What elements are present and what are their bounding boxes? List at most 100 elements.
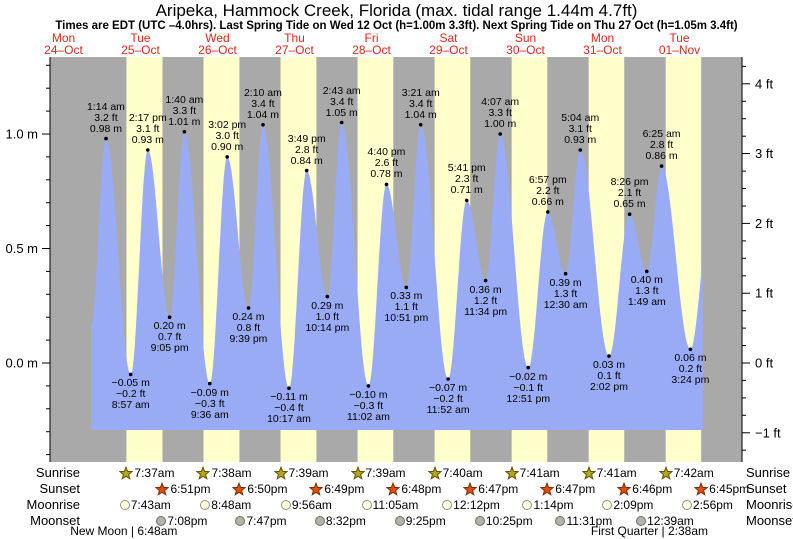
moonrise-entry: 9:56am <box>280 498 332 512</box>
moonset-entry: 7:47pm <box>235 514 287 528</box>
sunrise-icon <box>581 466 596 480</box>
moonset-entry-time: 7:08pm <box>167 514 208 528</box>
moonset-icon <box>474 516 485 526</box>
tide-curve <box>91 122 703 430</box>
sunrise-entry: 7:37am <box>119 466 174 480</box>
tide-extreme-dot <box>384 182 389 187</box>
tide-annotation-low: 0.24 m 0.8 ft 9:39 pm <box>229 311 268 346</box>
right-axis-label: 4 ft <box>755 76 773 91</box>
right-axis-label: 1 ft <box>755 286 773 301</box>
tide-extreme-dot <box>128 372 133 377</box>
right-axis-label: −1 ft <box>755 425 781 440</box>
tide-annotation-high: 3:21 am 3.4 ft 1.04 m <box>401 86 440 121</box>
moonset-icon <box>156 516 167 526</box>
sunset-entry-time: 6:51pm <box>170 482 211 496</box>
moonrise-entry-time: 11:05am <box>372 498 419 512</box>
tide-annotation-high: 3:49 pm 2.8 ft 0.84 m <box>287 132 326 167</box>
moonrise-entry: 8:48am <box>200 498 251 512</box>
moonrise-icon <box>280 500 291 510</box>
tide-annotation-low: 0.03 m 0.1 ft 2:02 pm <box>590 359 628 394</box>
moonrise-icon <box>442 500 453 510</box>
tide-annotation-high: 2:43 am 3.4 ft 1.05 m <box>322 84 361 119</box>
tide-extreme-dot <box>483 278 488 283</box>
sunrise-entry: 7:41am <box>581 466 637 480</box>
sunset-entry: 6:49pm <box>309 482 364 496</box>
sunset-entry: 6:47pm <box>463 482 518 496</box>
sunset-entry: 6:48pm <box>386 482 441 496</box>
tide-extreme-dot <box>645 269 649 274</box>
sunrise-entry-time: 7:38am <box>211 466 252 480</box>
sunset-icon <box>386 482 401 496</box>
moonset-entry-time: 7:47pm <box>246 514 287 528</box>
moonrise-icon <box>522 500 533 510</box>
tide-annotation-low: 0.20 m 0.7 ft 9:05 pm <box>150 320 189 355</box>
sunrise-icon <box>350 466 365 480</box>
right-axis-label: 2 ft <box>755 216 773 231</box>
tide-extreme-dot <box>146 148 150 152</box>
moonset-entry-time: 11:31pm <box>566 514 613 528</box>
tide-annotation-low: −0.10 m −0.3 ft 11:02 am <box>346 388 390 423</box>
tide-extreme-dot <box>546 210 550 214</box>
tide-annotation-low: −0.02 m −0.1 ft 12:51 pm <box>506 370 551 405</box>
sunrise-entry: 7:42am <box>658 466 714 480</box>
moon-phase-note: New Moon | 6:48am <box>70 524 178 538</box>
tide-annotation-low: 0.39 m 1.3 ft 12:30 am <box>543 276 588 311</box>
moonrise-icon <box>681 500 692 510</box>
tide-annotation-high: 6:57 pm 2.2 ft 0.66 m <box>528 173 567 208</box>
tide-extreme-dot <box>563 271 568 276</box>
tide-annotation-high: 2:10 am 3.4 ft 1.04 m <box>243 86 282 121</box>
sunset-entry: 6:45pm <box>694 482 749 496</box>
sunset-icon <box>540 482 555 496</box>
sunset-icon <box>309 482 324 496</box>
tide-annotation-low: 0.06 m 0.2 ft 3:24 pm <box>671 352 710 387</box>
tide-extreme-dot <box>446 377 450 381</box>
sunset-row-label-right: Sunset <box>746 481 787 496</box>
tide-extreme-dot <box>339 120 344 125</box>
sunset-icon <box>617 482 632 496</box>
moonset-entry: 7:08pm <box>156 514 207 528</box>
tide-annotation-low: 0.33 m 1.1 ft 10:51 pm <box>384 290 429 325</box>
sunset-entry: 6:47pm <box>540 482 595 496</box>
moonrise-entry: 7:43am <box>119 498 171 512</box>
day-label: Mon 31–Oct <box>583 31 622 57</box>
moonset-entry: 11:31pm <box>555 514 612 528</box>
moonrise-icon <box>602 500 613 510</box>
axes <box>42 57 750 462</box>
day-label: Sun 30–Oct <box>506 31 545 57</box>
sunrise-entry-time: 7:39am <box>288 466 329 480</box>
moonrise-entry: 2:09pm <box>602 498 653 512</box>
moonrise-entry-time: 9:56am <box>291 498 332 512</box>
tide-extreme-dot <box>287 386 291 391</box>
tide-extreme-dot <box>304 168 309 173</box>
sunset-entry: 6:50pm <box>232 482 287 496</box>
sunset-entry-time: 6:45pm <box>709 482 750 496</box>
tide-extreme-dot <box>208 381 212 386</box>
moonrise-entry: 1:14pm <box>522 498 573 512</box>
left-axis-label: 0.0 m <box>5 356 38 371</box>
sunrise-icon <box>196 466 211 480</box>
tide-extreme-dot <box>261 123 265 127</box>
sunset-icon <box>463 482 478 496</box>
moonset-icon <box>636 516 647 526</box>
tide-extreme-dot <box>167 315 172 320</box>
tide-annotation-high: 8:26 pm 2.1 ft 0.65 m <box>610 176 649 211</box>
tide-extreme-dot <box>607 354 611 358</box>
sunset-entry-time: 6:49pm <box>324 482 365 496</box>
sunrise-icon <box>273 466 288 480</box>
day-label: Wed 26–Oct <box>198 31 237 57</box>
day-label: Tue 25–Oct <box>121 31 160 57</box>
moonset-entry-time: 8:32pm <box>325 514 366 528</box>
tide-extreme-dot <box>104 136 108 141</box>
moonset-entry-time: 12:39am <box>647 514 694 528</box>
sunrise-row-label-right: Sunrise <box>746 465 791 480</box>
right-axis-label: 3 ft <box>755 146 773 161</box>
tide-extreme-dot <box>182 129 187 134</box>
moonset-entry: 8:32pm <box>314 514 366 528</box>
sunset-entry-time: 6:50pm <box>247 482 288 496</box>
sunrise-entry: 7:39am <box>350 466 406 480</box>
moonset-entry: 9:25pm <box>394 514 446 528</box>
tide-extreme-dots <box>104 120 693 391</box>
moon-phase-note: First Quarter | 2:38am <box>590 524 709 538</box>
tide-extreme-dot <box>659 164 664 168</box>
